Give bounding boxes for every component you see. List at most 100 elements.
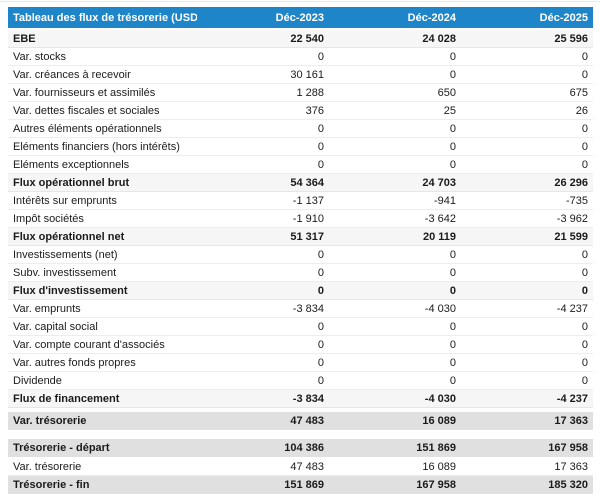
- table-title: Tableau des flux de trésorerie (USD): [13, 11, 197, 24]
- table-row: Trésorerie - fin 151 869 167 958 185 320: [8, 476, 593, 495]
- row-value: 376: [305, 104, 324, 117]
- row-value: 167 958: [548, 442, 588, 454]
- row-value: 675: [569, 86, 588, 99]
- row-value: 0: [449, 320, 456, 333]
- row-value: -3 642: [424, 212, 456, 225]
- row-label: Var. dettes fiscales et sociales: [13, 104, 160, 117]
- row-label: Autres éléments opérationnels: [13, 122, 162, 135]
- row-value: 0: [317, 320, 324, 333]
- table-row: Flux opérationnel brut 54 364 24 703 26 296: [8, 174, 593, 192]
- row-value: 0: [449, 356, 456, 369]
- table-header-row: Tableau des flux de trésorerie (USD) Déc…: [8, 7, 593, 28]
- table-body: EBE 22 540 24 028 25 596 Var. stocks 0 0 0 Var. …: [8, 30, 593, 495]
- row-value: 51 317: [290, 230, 324, 243]
- table-row: Var. stocks 0 0 0: [8, 48, 593, 66]
- row-value: 0: [449, 374, 456, 387]
- row-value: 0: [317, 266, 324, 279]
- row-value: -941: [433, 194, 456, 207]
- row-value: 0: [581, 284, 588, 297]
- row-value: 21 599: [554, 230, 588, 243]
- table-row: Var. fournisseurs et assimilés 1 288 650 67…: [8, 84, 593, 102]
- table-row: Var. trésorerie 47 483 16 089 17 363: [8, 412, 593, 431]
- row-value: 16 089: [422, 460, 456, 473]
- row-value: 104 386: [284, 442, 324, 454]
- row-label: Intérêts sur emprunts: [13, 194, 117, 207]
- row-label: Var. emprunts: [13, 302, 81, 315]
- column-header-dec-2024: Déc-2024: [407, 11, 456, 24]
- row-value: 47 483: [290, 415, 324, 427]
- row-value: 0: [581, 122, 588, 135]
- row-label: Eléments financiers (hors intérêts): [13, 140, 180, 153]
- row-label: Var. trésorerie: [13, 415, 87, 427]
- table-row: Var. dettes fiscales et sociales 376 25 26: [8, 102, 593, 120]
- table-row: Var. emprunts -3 834 -4 030 -4 237: [8, 300, 593, 318]
- column-header-dec-2023: Déc-2023: [275, 11, 324, 24]
- row-value: 0: [317, 338, 324, 351]
- row-value: 167 958: [416, 479, 456, 491]
- row-value: 0: [581, 68, 588, 81]
- row-label: Eléments exceptionnels: [13, 158, 130, 171]
- table-row: EBE 22 540 24 028 25 596: [8, 30, 593, 48]
- table-row: Trésorerie - départ 104 386 151 869 167 958: [8, 439, 593, 458]
- row-value: 0: [317, 140, 324, 153]
- row-value: 0: [581, 248, 588, 261]
- row-label: Var. compte courant d'associés: [13, 338, 165, 351]
- row-value: 0: [581, 266, 588, 279]
- row-value: 0: [581, 50, 588, 63]
- table-row: Var. autres fonds propres 0 0 0: [8, 354, 593, 372]
- row-label: Flux de financement: [13, 392, 120, 405]
- row-value: 0: [581, 158, 588, 171]
- row-label: Flux d'investissement: [13, 284, 128, 297]
- row-value: -4 237: [556, 392, 588, 405]
- row-value: 0: [317, 122, 324, 135]
- row-label: Var. stocks: [13, 50, 66, 63]
- table-row: Var. compte courant d'associés 0 0 0: [8, 336, 593, 354]
- row-value: -3 962: [556, 212, 588, 225]
- row-value: 0: [581, 140, 588, 153]
- row-value: 0: [449, 68, 456, 81]
- row-value: 1 288: [296, 86, 324, 99]
- row-label: Flux opérationnel net: [13, 230, 125, 243]
- row-value: 20 119: [422, 230, 456, 243]
- row-value: 0: [317, 50, 324, 63]
- row-value: 17 363: [554, 460, 588, 473]
- row-value: 25 596: [554, 32, 588, 45]
- row-label: Var. autres fonds propres: [13, 356, 136, 369]
- row-value: 0: [449, 140, 456, 153]
- row-value: 17 363: [554, 415, 588, 427]
- row-value: -4 030: [424, 392, 456, 405]
- table-row: Var. trésorerie 47 483 16 089 17 363: [8, 458, 593, 476]
- row-value: 0: [449, 338, 456, 351]
- row-value: 24 703: [422, 176, 456, 189]
- row-label: EBE: [13, 32, 36, 45]
- row-value: 25: [443, 104, 456, 117]
- row-value: 0: [581, 320, 588, 333]
- row-label: Impôt sociétés: [13, 212, 84, 225]
- row-value: 26 296: [554, 176, 588, 189]
- row-value: 54 364: [290, 176, 324, 189]
- row-value: 0: [449, 266, 456, 279]
- row-value: -1 137: [292, 194, 324, 207]
- row-value: 0: [449, 50, 456, 63]
- row-label: Var. trésorerie: [13, 460, 82, 473]
- row-value: 0: [449, 248, 456, 261]
- page-top-divider: [0, 1, 600, 2]
- row-value: 0: [449, 284, 456, 297]
- row-value: 0: [581, 338, 588, 351]
- row-label: Flux opérationnel brut: [13, 176, 130, 189]
- row-label: Subv. investissement: [13, 266, 117, 279]
- table-row: Dividende 0 0 0: [8, 372, 593, 390]
- row-value: 0: [449, 122, 456, 135]
- table-row: Impôt sociétés -1 910 -3 642 -3 962: [8, 210, 593, 228]
- row-value: -4 030: [424, 302, 456, 315]
- row-value: 0: [317, 374, 324, 387]
- table-row: Var. créances à recevoir 30 161 0 0: [8, 66, 593, 84]
- row-label: Var. capital social: [13, 320, 98, 333]
- row-label: Var. créances à recevoir: [13, 68, 131, 81]
- row-value: -1 910: [292, 212, 324, 225]
- row-value: 0: [317, 356, 324, 369]
- row-value: 47 483: [290, 460, 324, 473]
- row-value: -3 834: [292, 302, 324, 315]
- table-row: Flux de financement -3 834 -4 030 -4 237: [8, 390, 593, 408]
- table-row: Intérêts sur emprunts -1 137 -941 -735: [8, 192, 593, 210]
